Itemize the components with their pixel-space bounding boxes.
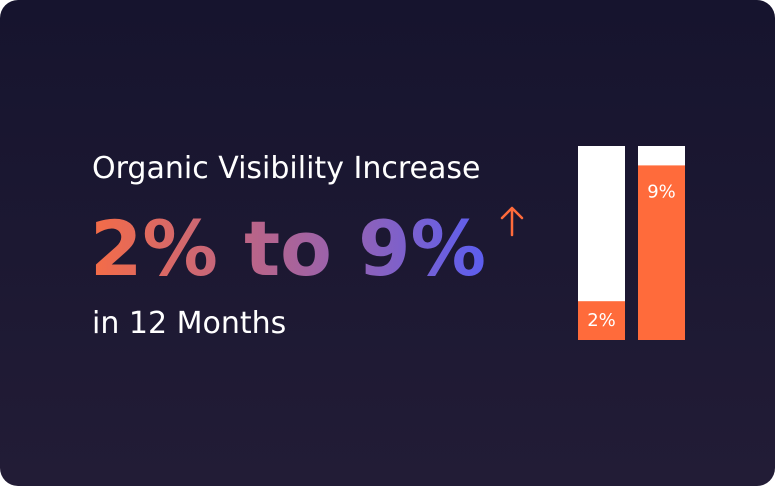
bar-chart: 2% 9% bbox=[578, 146, 685, 340]
title: Organic Visibility Increase bbox=[92, 151, 480, 186]
bar bbox=[638, 165, 685, 340]
headline: 2% to 9% bbox=[90, 204, 486, 293]
up-arrow-icon bbox=[500, 206, 524, 237]
bar-value-label: 2% bbox=[587, 310, 616, 331]
bar-value-label: 9% bbox=[647, 181, 676, 202]
bar bbox=[578, 301, 625, 340]
subtitle: in 12 Months bbox=[92, 306, 286, 341]
